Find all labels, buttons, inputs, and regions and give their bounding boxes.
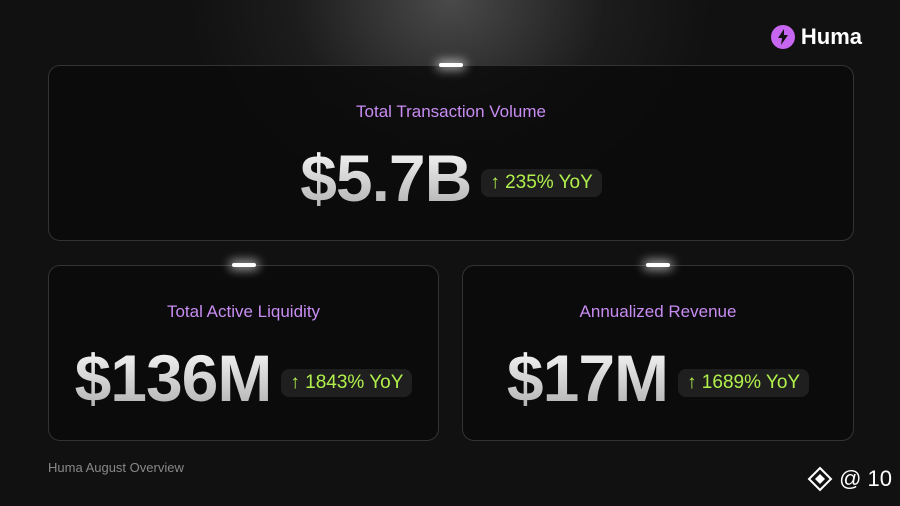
card-value: $5.7B bbox=[300, 141, 472, 215]
card-glow bbox=[646, 263, 670, 267]
card-glow bbox=[439, 63, 463, 67]
watermark: @ 10 bbox=[807, 466, 892, 492]
watermark-icon bbox=[807, 466, 833, 492]
watermark-text: @ 10 bbox=[839, 466, 892, 491]
brand-logo bbox=[770, 25, 795, 49]
brand-name: Huma bbox=[800, 24, 862, 49]
card-change: ↑ 235% YoY bbox=[481, 169, 602, 197]
card-change: ↑ 1689% YoY bbox=[678, 369, 810, 397]
card: Total Transaction Volume $5.7B ↑ 235% Yo… bbox=[48, 63, 854, 241]
card: Total Active Liquidity $136M ↑ 1843% YoY bbox=[48, 263, 439, 441]
card-label: Annualized Revenue bbox=[579, 302, 737, 321]
card-value: $17M bbox=[506, 341, 669, 415]
brand: Huma bbox=[770, 24, 862, 50]
card-change: ↑ 1843% YoY bbox=[281, 369, 413, 397]
card: Annualized Revenue $17M ↑ 1689% YoY bbox=[462, 263, 854, 441]
card-value: $136M bbox=[74, 341, 273, 415]
card-label: Total Active Liquidity bbox=[166, 302, 321, 321]
footer: Huma August Overview bbox=[48, 460, 184, 475]
card-glow bbox=[231, 263, 256, 267]
card-label: Total Transaction Volume bbox=[356, 102, 546, 121]
